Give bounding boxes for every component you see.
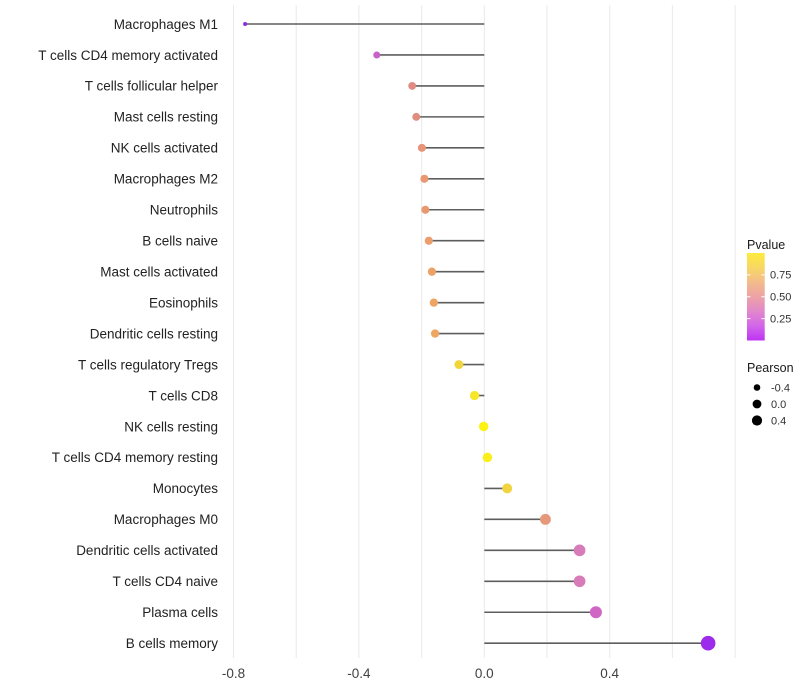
dot <box>539 513 551 525</box>
category-label: Dendritic cells resting <box>90 326 218 341</box>
pearson-size-dot <box>751 415 763 426</box>
dot <box>373 51 381 59</box>
dot <box>429 298 438 307</box>
pearson-size-label: 0.0 <box>771 399 786 411</box>
dot <box>478 421 489 432</box>
category-label: T cells CD8 <box>148 388 218 403</box>
pvalue-colorbar-ticks: 0.75 0.50 0.25 <box>747 270 791 325</box>
dot <box>421 205 430 214</box>
pvalue-colorbar <box>747 253 765 341</box>
dot <box>700 635 716 651</box>
category-label: T cells follicular helper <box>85 79 219 94</box>
stems-layer <box>245 23 709 645</box>
dots-layer <box>243 22 716 651</box>
x-tick-label: -0.4 <box>347 666 371 681</box>
category-label: Mast cells resting <box>114 110 218 125</box>
gridlines-layer <box>232 5 736 658</box>
pearson-size-dot <box>753 384 761 391</box>
category-label: T cells CD4 memory resting <box>52 450 218 465</box>
category-label: Mast cells activated <box>100 264 218 279</box>
category-label: Macrophages M1 <box>114 17 218 32</box>
dot <box>417 143 426 152</box>
category-label: Dendritic cells activated <box>76 543 218 558</box>
x-tick-label: 0.4 <box>600 666 619 681</box>
x-tick-label: 0.0 <box>475 666 494 681</box>
x-tick-label: -0.8 <box>222 666 245 681</box>
category-label: NK cells resting <box>124 419 218 434</box>
dot <box>424 236 433 245</box>
pvalue-tick-label: 0.75 <box>770 270 791 282</box>
dot <box>430 329 440 338</box>
category-label: T cells CD4 memory activated <box>38 48 218 63</box>
dot <box>573 575 586 588</box>
pearson-size-label: 0.4 <box>771 415 786 427</box>
category-label: B cells naive <box>142 234 218 249</box>
x-axis-labels-layer: -0.8 -0.4 0.0 0.4 <box>222 666 620 681</box>
legend-layer: Pvalue 0.75 0.50 0.25 Pearson -0.4 0.0 0.4 <box>747 238 794 427</box>
dot <box>589 606 602 619</box>
dot <box>427 267 437 276</box>
dot <box>243 22 248 26</box>
pearson-size-label: -0.4 <box>771 382 790 394</box>
category-labels-layer: Macrophages M1 T cells CD4 memory activat… <box>38 17 218 651</box>
pearson-size-legend-items: -0.4 0.0 0.4 <box>751 382 790 427</box>
category-label: NK cells activated <box>111 141 218 156</box>
dot <box>454 360 464 370</box>
dot <box>408 82 417 90</box>
category-label: Macrophages M2 <box>114 172 218 187</box>
dot <box>573 544 586 557</box>
pearson-size-dot <box>752 399 762 409</box>
category-label: Neutrophils <box>150 203 219 218</box>
category-label: T cells regulatory Tregs <box>78 357 218 372</box>
category-label: T cells CD4 naive <box>112 574 218 589</box>
dot <box>412 112 421 121</box>
category-label: Eosinophils <box>149 295 218 310</box>
category-label: Monocytes <box>153 481 219 496</box>
pvalue-legend-title: Pvalue <box>747 238 785 252</box>
pvalue-tick-label: 0.25 <box>770 313 791 325</box>
category-label: Macrophages M0 <box>114 512 218 527</box>
dot <box>482 452 493 463</box>
category-label: Plasma cells <box>142 605 218 620</box>
dot <box>420 174 429 183</box>
category-label: B cells memory <box>126 636 219 651</box>
pearson-legend-title: Pearson <box>747 361 794 375</box>
dot <box>502 483 513 494</box>
dot <box>469 390 480 401</box>
pvalue-tick-label: 0.50 <box>770 292 791 304</box>
